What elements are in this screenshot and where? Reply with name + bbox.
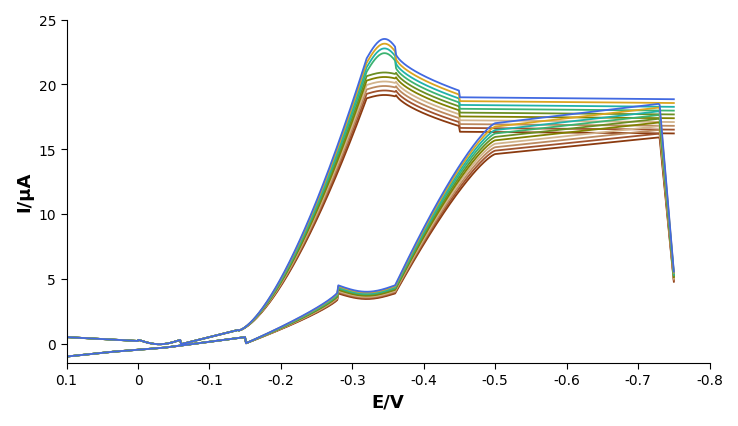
X-axis label: E/V: E/V [372,393,404,411]
Y-axis label: I/μA: I/μA [15,172,33,212]
